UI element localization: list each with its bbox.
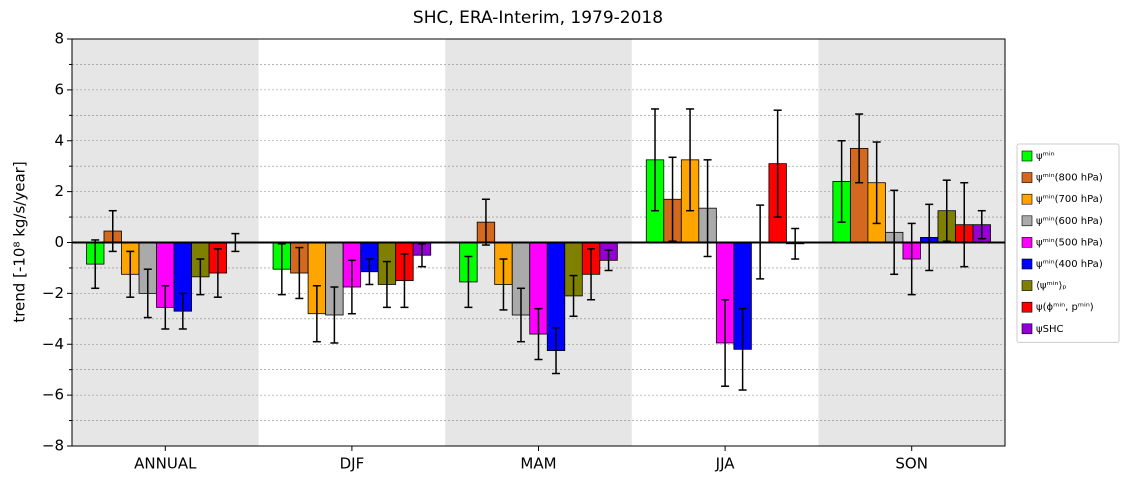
error-bar [330,286,339,344]
error-bar [855,113,864,184]
legend-swatch [1021,323,1033,335]
error-bar [91,239,100,290]
error-bar [925,203,934,272]
legend-label: ψ(ϕᵐⁱⁿ, pᵐⁱⁿ) [1036,302,1094,313]
error-bar [382,260,391,309]
legend-label: ψSHC [1036,324,1063,335]
chart-title: SHC, ERA-Interim, 1979-2018 [413,8,663,28]
error-bar [464,255,473,309]
error-bar [126,250,135,298]
error-bar [417,243,426,268]
error-bar [837,140,846,223]
error-bar [347,259,356,315]
error-bar [178,292,187,330]
y-tick-label: 6 [54,80,64,98]
error-bar [942,179,951,242]
error-bar [587,248,596,301]
legend-swatch [1021,215,1033,227]
error-bar [295,246,304,300]
y-axis-label: trend [-10⁸ kg/s/year] [11,161,29,322]
error-bar [738,307,747,391]
error-bar [668,156,677,242]
legend-swatch [1021,172,1033,183]
legend-label: ψᵐⁱⁿ(700 hPa) [1036,194,1103,205]
error-bar [481,198,490,246]
y-tick-label: −8 [42,437,64,455]
error-bar [534,307,543,361]
legend-label: ψᵐⁱⁿ [1036,151,1055,162]
y-tick-label: −2 [42,284,64,302]
legend-swatch [1021,280,1033,291]
error-bar [312,284,321,343]
error-bar [365,258,374,286]
error-bar [872,141,881,225]
y-tick-label: −6 [42,386,64,404]
error-bar [703,159,712,258]
error-bar [516,287,525,343]
error-bar [960,181,969,268]
x-tick-label: SON [895,455,928,473]
y-tick-label: 4 [54,131,64,149]
legend-label: ψᵐⁱⁿ(600 hPa) [1036,216,1103,227]
error-bar [686,108,695,212]
error-bar [143,268,152,319]
error-bar [161,284,170,330]
legend-swatch [1021,150,1033,162]
error-bar [890,189,899,276]
error-bar [604,249,613,272]
error-bar [196,258,205,296]
y-tick-label: 8 [54,30,64,48]
error-bar [213,248,222,298]
error-bar [791,227,800,260]
error-bar [651,108,660,212]
legend-swatch [1021,193,1033,205]
legend-label: ψᵐⁱⁿ(500 hPa) [1036,237,1103,248]
x-tick-label: JJA [715,455,736,473]
error-bar [977,209,986,240]
error-bar [400,253,409,309]
legend-box [1016,143,1120,343]
error-bar [552,326,561,375]
y-tick-label: 2 [54,182,64,200]
y-tick-label: 0 [54,233,64,251]
legend-swatch [1021,237,1033,248]
legend-label: ψᵐⁱⁿ(800 hPa) [1036,173,1103,184]
error-bar [907,222,916,296]
error-bar [773,109,782,218]
legend-swatch [1021,258,1033,270]
x-tick-label: MAM [520,455,556,473]
error-bar [499,258,508,311]
plot-frame [71,38,1006,447]
x-tick-label: ANNUAL [134,455,197,473]
legend-label: ⟨ψᵐⁱⁿ⟩ₚ [1036,281,1067,292]
legend-label: ψᵐⁱⁿ(400 hPa) [1036,259,1103,270]
error-bar [108,209,117,253]
error-bar [277,243,286,296]
error-bar [569,274,578,318]
error-bar [721,298,730,387]
legend-swatch [1021,301,1033,313]
y-tick-label: −4 [42,335,64,353]
x-tick-label: DJF [340,455,365,473]
